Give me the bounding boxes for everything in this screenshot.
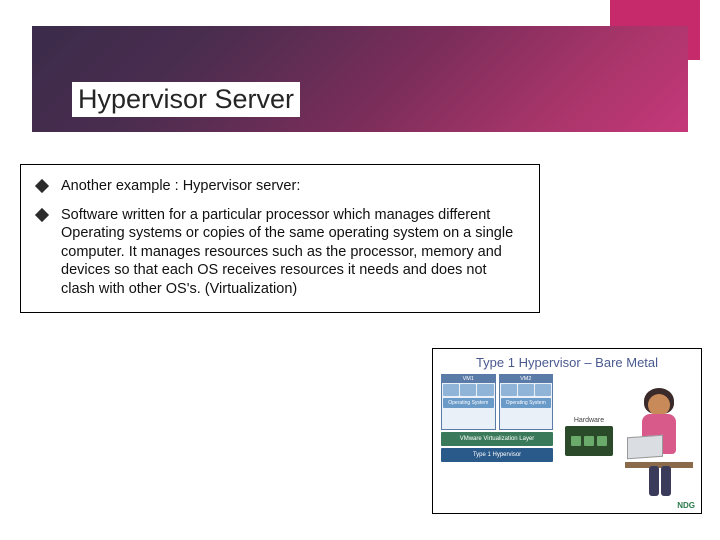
hardware-box-icon	[565, 426, 613, 456]
bullet-text: Software written for a particular proces…	[61, 206, 523, 299]
app-chip-icon	[535, 384, 551, 396]
diamond-bullet-icon	[35, 179, 49, 193]
vm-stack: VM1 Operating System VM2 Opera	[441, 374, 553, 498]
hw-chip-icon	[597, 436, 607, 446]
content-box: Another example : Hypervisor server: Sof…	[20, 164, 540, 313]
vm-column: VM1 Operating System	[441, 374, 496, 430]
vm-label: VM1	[442, 375, 495, 383]
hw-chip-icon	[584, 436, 594, 446]
bullet-text: Another example : Hypervisor server:	[61, 177, 300, 196]
hw-chip-icon	[571, 436, 581, 446]
vm-apps	[442, 383, 495, 397]
hardware-side: Hardware	[559, 374, 619, 498]
bullet-item: Software written for a particular proces…	[37, 206, 523, 299]
app-chip-icon	[501, 384, 517, 396]
app-chip-icon	[460, 384, 476, 396]
diagram-body: VM1 Operating System VM2 Opera	[441, 374, 693, 498]
person-side	[625, 374, 693, 498]
virtualization-layer: VMware Virtualization Layer	[441, 432, 553, 446]
vm-os-label: Operating System	[501, 398, 552, 408]
slide-title: Hypervisor Server	[72, 82, 300, 117]
vm-os-label: Operating System	[443, 398, 494, 408]
diagram-title: Type 1 Hypervisor – Bare Metal	[441, 355, 693, 370]
app-chip-icon	[518, 384, 534, 396]
hypervisor-layer: Type 1 Hypervisor	[441, 448, 553, 462]
app-chip-icon	[477, 384, 493, 396]
hardware-label: Hardware	[574, 417, 604, 424]
vm-apps	[500, 383, 553, 397]
diamond-bullet-icon	[35, 207, 49, 221]
bullet-item: Another example : Hypervisor server:	[37, 177, 523, 196]
vm-label: VM2	[500, 375, 553, 383]
vm-row: VM1 Operating System VM2 Opera	[441, 374, 553, 430]
diagram-box: Type 1 Hypervisor – Bare Metal VM1 Opera…	[432, 348, 702, 514]
vm-column: VM2 Operating System	[499, 374, 554, 430]
person-illustration-icon	[625, 388, 693, 498]
app-chip-icon	[443, 384, 459, 396]
brand-label: NDG	[677, 501, 695, 510]
